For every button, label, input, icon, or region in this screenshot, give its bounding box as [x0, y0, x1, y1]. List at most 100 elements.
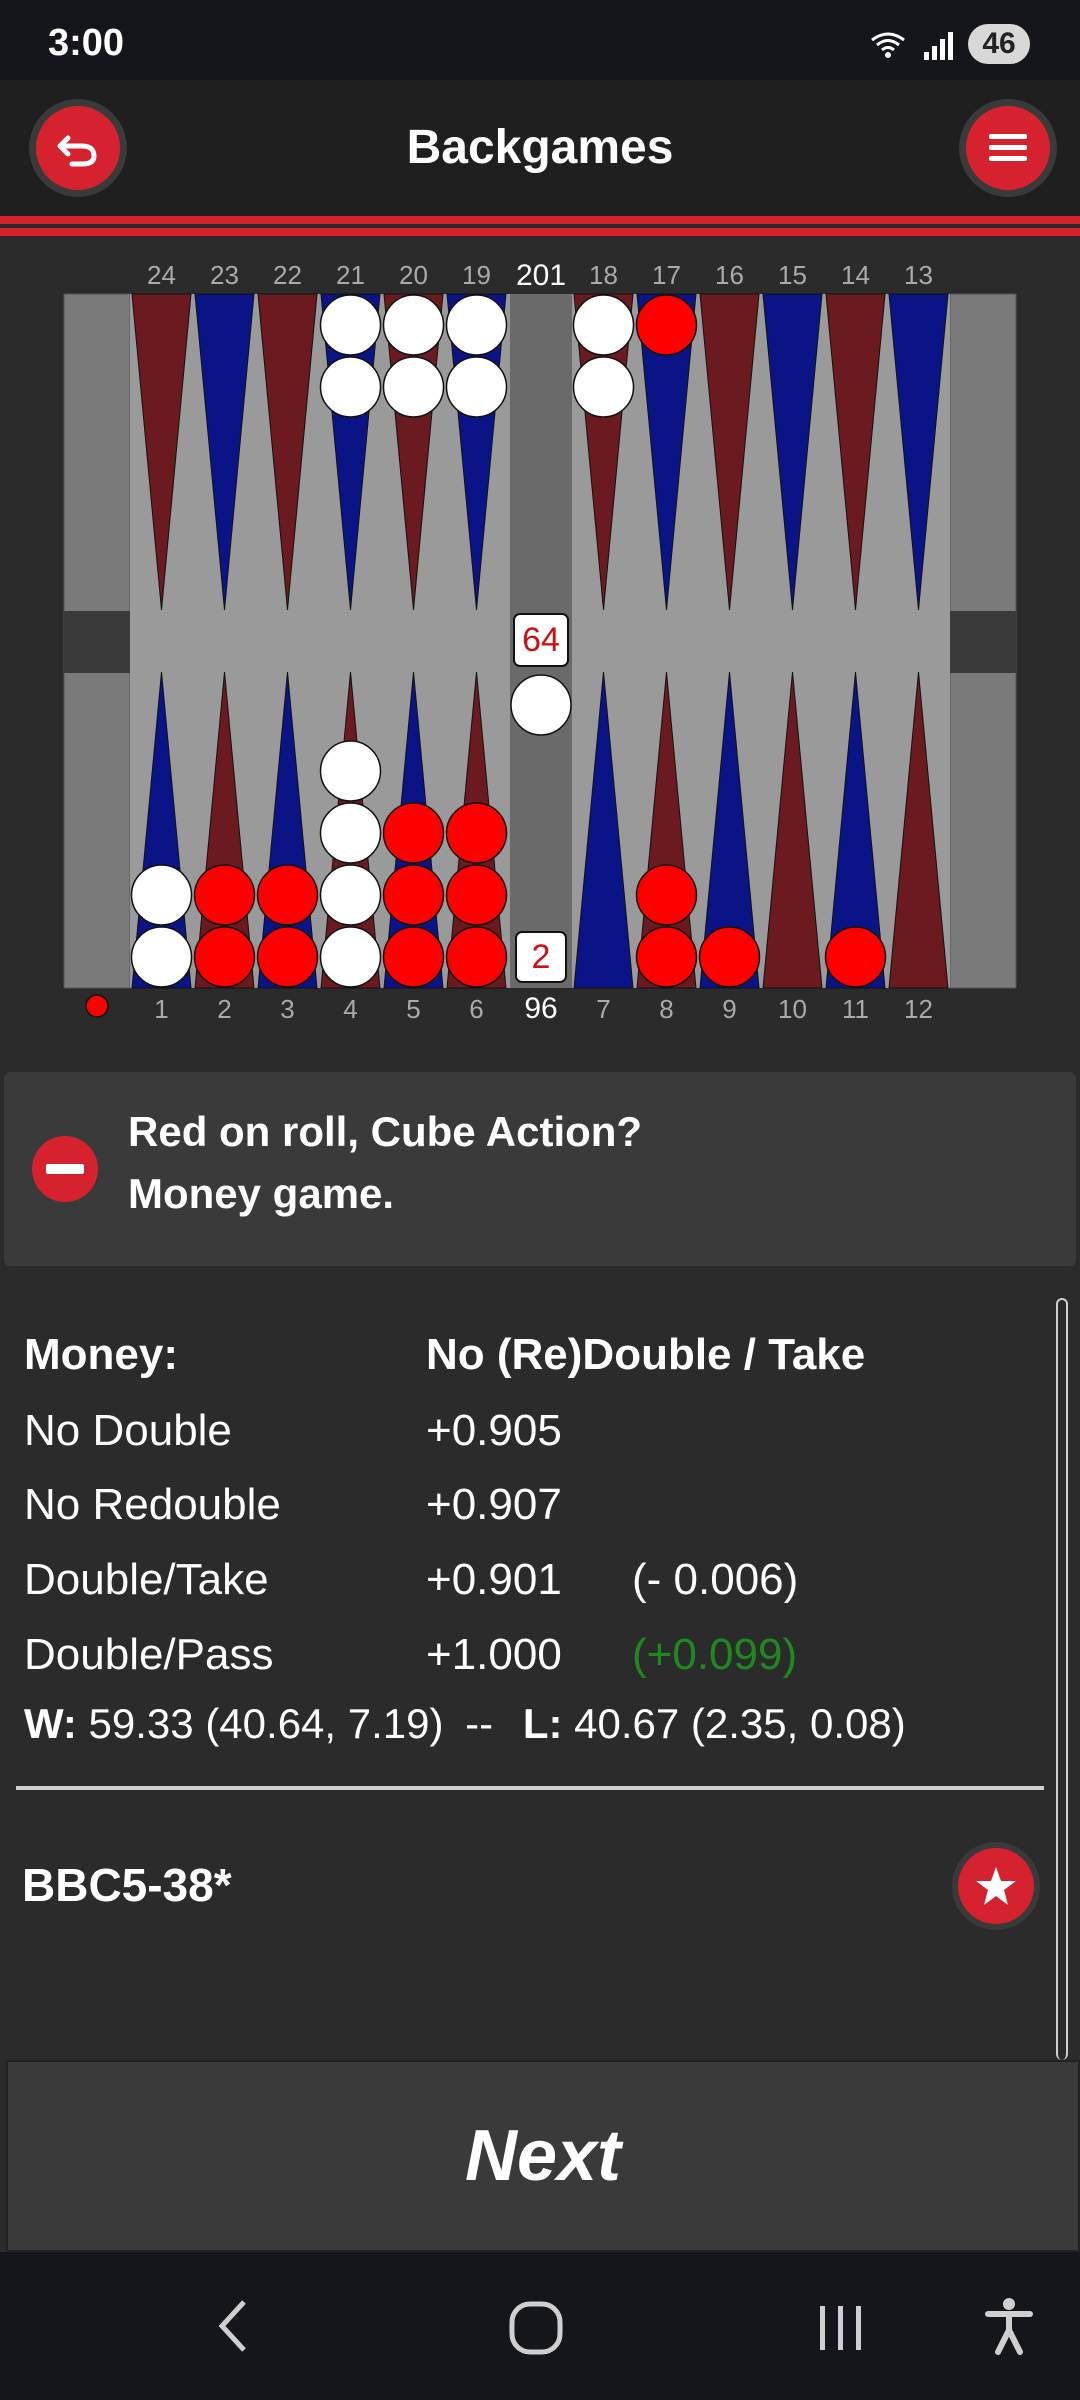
back-button[interactable] — [36, 106, 120, 190]
signal-icon — [924, 32, 953, 60]
analysis-header-value: No (Re)Double / Take — [426, 1330, 866, 1379]
on-roll-indicator — [85, 994, 109, 1018]
white-checker — [572, 356, 635, 418]
stats-separator: -- — [465, 1700, 494, 1747]
question-panel: Red on roll, Cube Action? Money game. — [4, 1072, 1076, 1266]
hamburger-menu-icon — [989, 134, 1027, 161]
white-checker — [382, 356, 445, 418]
point-15 — [762, 293, 823, 611]
nav-back-icon[interactable] — [212, 2296, 256, 2356]
point-label-bottom: 9 — [722, 994, 736, 1024]
point-label-bottom: 6 — [469, 994, 483, 1024]
point-label-bottom: 4 — [343, 994, 357, 1024]
red-checker — [635, 864, 698, 926]
red-checker — [193, 864, 256, 926]
pip-count-top: 201 — [516, 259, 566, 292]
analysis-header-label: Money: — [24, 1330, 178, 1379]
right-tray-divider — [950, 611, 1016, 673]
point-label-bottom: 12 — [904, 994, 933, 1024]
row-label-double-pass: Double/Pass — [24, 1630, 274, 1679]
point-label-bottom: 2 — [217, 994, 231, 1024]
status-time: 3:00 — [48, 22, 125, 64]
accessibility-icon[interactable] — [984, 2296, 1034, 2356]
app-bar: Backgames — [0, 80, 1080, 216]
red-checker — [445, 864, 508, 926]
point-label-bottom: 10 — [778, 994, 807, 1024]
row-label-no-redouble: No Redouble — [24, 1480, 281, 1529]
white-checker — [319, 864, 382, 926]
point-14 — [825, 293, 886, 611]
status-bar: 3:00 46 — [0, 0, 1080, 80]
red-checker — [635, 926, 698, 988]
undo-icon — [57, 135, 97, 167]
system-nav-bar — [0, 2252, 1080, 2400]
header-divider — [0, 216, 1080, 224]
wifi-6-icon — [871, 32, 905, 58]
nav-recents-icon[interactable] — [812, 2300, 868, 2356]
red-checker — [445, 926, 508, 988]
white-checker — [130, 864, 193, 926]
doubling-cube-value: 64 — [522, 621, 560, 659]
next-button[interactable]: Next — [6, 2060, 1080, 2252]
row-label-double-take: Double/Take — [24, 1555, 269, 1604]
backgammon-board[interactable]: 24 23 22 21 20 19 18 17 16 15 14 131 2 3 4 5 6 7 8 9 10 11 122… — [0, 236, 1080, 1052]
point-label-bottom: 3 — [280, 994, 294, 1024]
point-9 — [699, 671, 760, 989]
row-value-no-double: +0.905 — [426, 1406, 562, 1455]
row-value-double-pass: +1.000 — [426, 1630, 562, 1679]
header-divider-2 — [0, 228, 1080, 236]
row-value-double-take: +0.901 — [426, 1555, 562, 1604]
loss-label: L: — [522, 1700, 563, 1747]
white-checker — [445, 294, 508, 356]
row-diff-double-take: (- 0.006) — [632, 1555, 799, 1604]
menu-button[interactable] — [966, 106, 1050, 190]
point-12 — [888, 671, 949, 989]
point-label-top: 13 — [904, 260, 933, 290]
pip-count-bottom: 96 — [524, 992, 557, 1025]
board-right-half — [572, 294, 950, 988]
white-checker — [319, 802, 382, 864]
point-label-bottom: 7 — [596, 994, 610, 1024]
point-label-bottom: 8 — [659, 994, 673, 1024]
point-7 — [573, 671, 634, 989]
red-checker — [382, 926, 445, 988]
favorite-button[interactable] — [958, 1848, 1034, 1924]
point-label-top: 20 — [399, 260, 428, 290]
point-23 — [194, 293, 255, 611]
red-checker — [256, 926, 319, 988]
row-diff-double-pass: (+0.099) — [632, 1630, 798, 1679]
white-checker — [319, 926, 382, 988]
red-checker — [256, 864, 319, 926]
point-11 — [825, 671, 886, 989]
page-title: Backgames — [406, 121, 674, 174]
white-checker — [510, 674, 572, 736]
white-checker — [319, 740, 382, 802]
red-checker — [193, 926, 256, 988]
white-checker — [572, 294, 635, 356]
red-checker — [698, 926, 761, 988]
point-22 — [257, 293, 318, 611]
point-17 — [636, 293, 697, 611]
point-label-bottom: 11 — [842, 994, 869, 1024]
battery-indicator: 46 — [968, 24, 1030, 64]
question-line-1: Red on roll, Cube Action? — [128, 1108, 643, 1155]
white-checker — [319, 356, 382, 418]
scrollbar[interactable] — [1056, 1298, 1068, 2060]
white-checker — [319, 294, 382, 356]
win-value: 59.33 (40.64, 7.19) — [88, 1700, 444, 1747]
point-13 — [888, 293, 949, 611]
point-label-top: 14 — [841, 260, 870, 290]
section-divider — [16, 1786, 1044, 1790]
point-24 — [131, 293, 192, 611]
red-checker — [824, 926, 887, 988]
white-checker — [130, 926, 193, 988]
star-icon — [976, 1867, 1016, 1905]
white-checker — [445, 356, 508, 418]
point-16 — [699, 293, 760, 611]
minus-circle-icon — [32, 1136, 98, 1202]
left-tray-divider — [64, 611, 130, 673]
loss-value: 40.67 (2.35, 0.08) — [574, 1700, 906, 1747]
nav-home-icon[interactable] — [508, 2300, 564, 2356]
die-value: 2 — [532, 938, 551, 976]
point-label-top: 16 — [715, 260, 744, 290]
